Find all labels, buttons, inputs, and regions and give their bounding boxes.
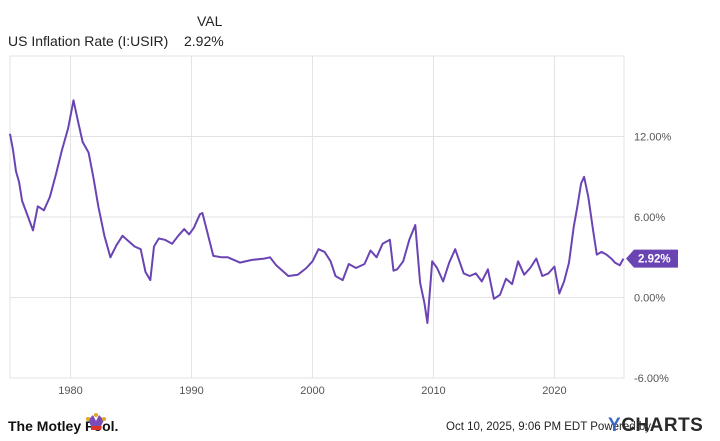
y-tick-label: 6.00%	[634, 212, 665, 224]
powered-by-text: Oct 10, 2025, 9:06 PM EDT Powered by	[446, 421, 651, 433]
y-tick-label: 12.00%	[634, 132, 672, 144]
x-axis-ticks: 1980 1990 2000 2010 2020	[58, 385, 566, 397]
series-line-us-inflation	[9, 99, 625, 324]
ycharts-logo-y: Y	[608, 415, 622, 436]
last-value-badge: 2.92%	[626, 249, 678, 268]
legend-header: VAL	[197, 13, 223, 29]
y-tick-label: 0.00%	[634, 293, 665, 305]
chart-grid	[9, 55, 625, 379]
y-tick-label: -6.00%	[634, 373, 669, 385]
x-tick-label: 2010	[421, 385, 445, 397]
x-tick-label: 2000	[300, 385, 324, 397]
legend-series-name: US Inflation Rate (I:USIR)	[8, 33, 169, 49]
x-tick-label: 2020	[542, 385, 566, 397]
last-value-badge-shape	[626, 249, 678, 268]
last-value-label: 2.92%	[638, 254, 671, 266]
y-axis-ticks: -6.00% 0.00% 6.00% 12.00%	[634, 132, 672, 386]
inflation-line-chart: -6.00% 0.00% 6.00% 12.00% 1980 1990 2000 2010 2…	[9, 55, 678, 397]
x-tick-label: 1980	[58, 385, 82, 397]
ycharts-logo: YCHARTS	[608, 415, 703, 437]
legend-series-value: 2.92%	[184, 33, 224, 49]
jester-hat-icon	[86, 413, 106, 430]
x-tick-label: 1990	[179, 385, 203, 397]
ycharts-logo-rest: CHARTS	[621, 415, 704, 436]
footer: The Motley Fool. Oct 10, 2025, 9:06 PM E…	[0, 411, 720, 441]
